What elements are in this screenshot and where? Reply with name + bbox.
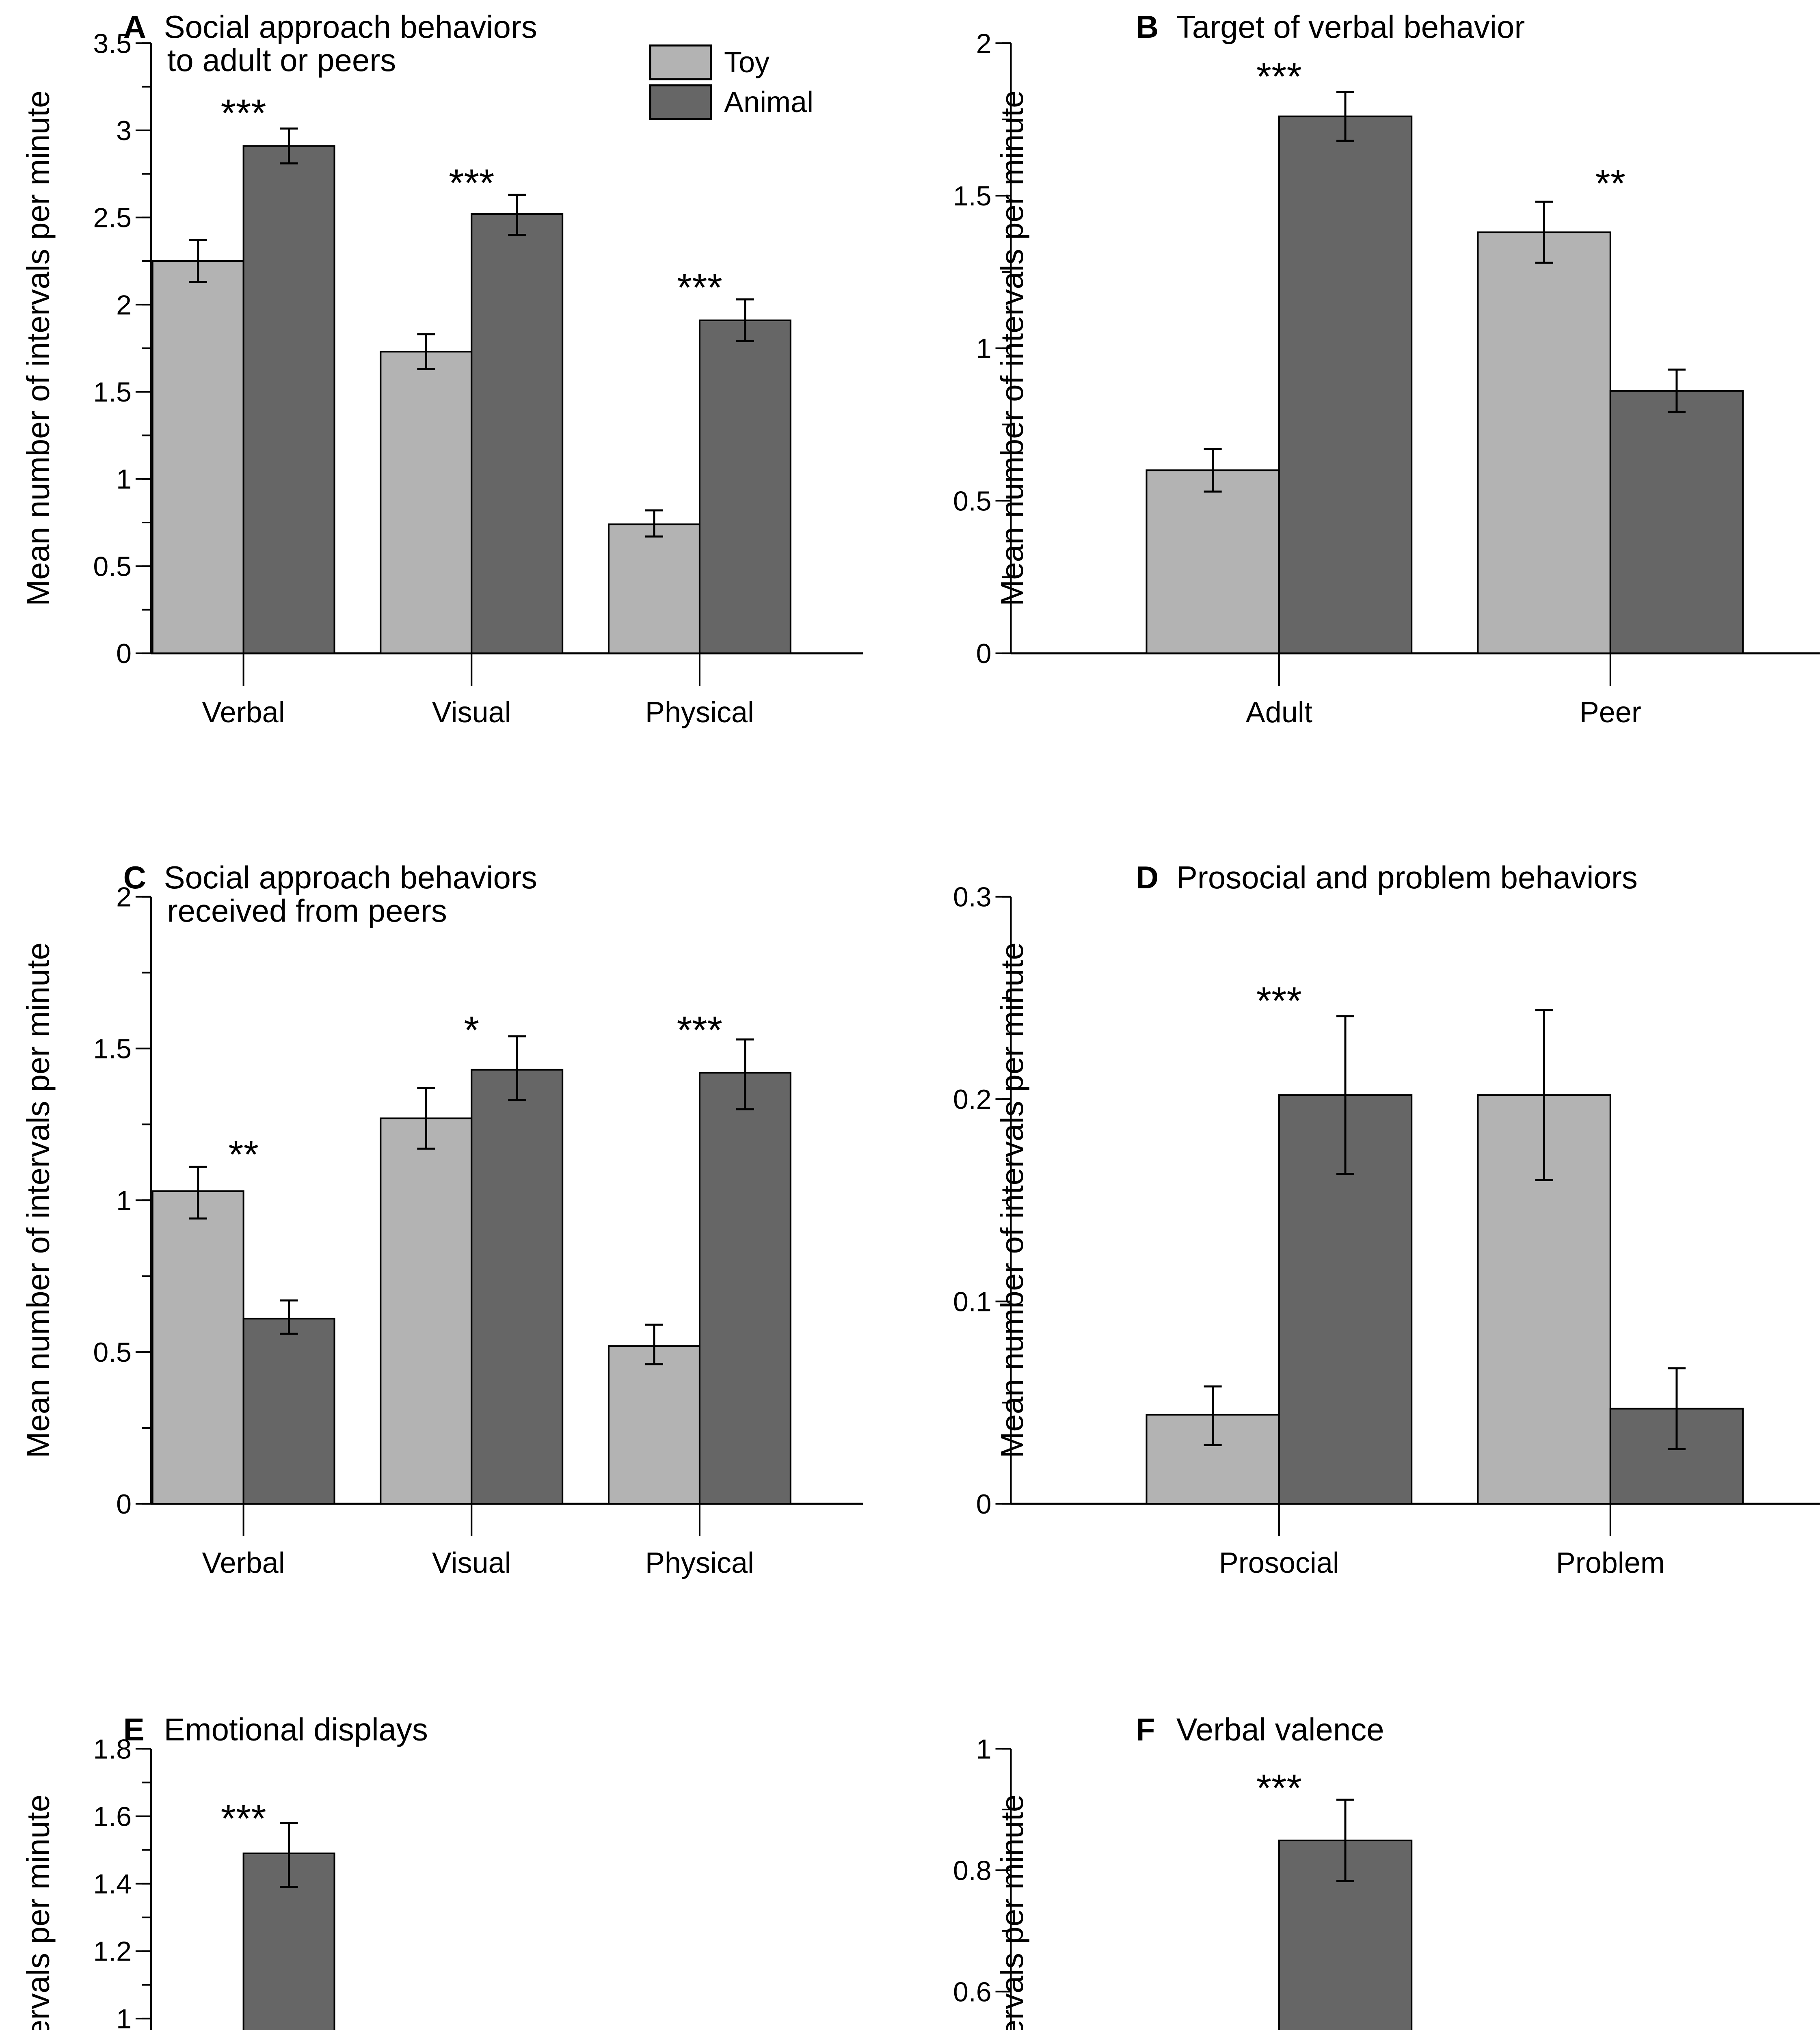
y-tick-label: 3	[116, 115, 132, 146]
x-tick-label: Visual	[432, 1547, 511, 1579]
bar-animal-verbal	[242, 145, 335, 654]
y-tick-label: 1	[116, 2004, 132, 2030]
y-tick-label: 1	[116, 464, 132, 495]
x-tick-label: Verbal	[202, 696, 285, 729]
panel-letter: B	[1136, 9, 1159, 45]
y-tick-label: 0	[976, 1489, 992, 1520]
significance-marker: ***	[221, 92, 266, 135]
panel-letter: D	[1136, 860, 1159, 895]
panel-title: Prosocial and problem behaviors	[1176, 860, 1638, 895]
x-tick-label: Physical	[645, 1547, 754, 1579]
y-axis-label: Mean number of intervals per minute	[994, 942, 1030, 1458]
panel-title: Social approach behaviors	[164, 9, 537, 45]
y-tick-label: 1.5	[93, 377, 132, 408]
y-tick-label: 0.5	[93, 1337, 132, 1368]
panel-f: 00.20.40.60.81Mean number of intervals p…	[953, 1712, 1413, 2030]
panel-a: 0 0.5 1 1.5 2 2.5 3 3.5 Mean number of intervals…	[20, 9, 863, 729]
y-axis-label: Mean number of intervals per minute	[994, 91, 1030, 606]
y-tick-label: 0.5	[953, 486, 992, 516]
x-tick-label: Peer	[1580, 696, 1641, 729]
y-tick-label: 1.2	[93, 1936, 132, 1967]
y-tick-label: 1.8	[93, 1734, 132, 1764]
bar-toy-adult	[1146, 469, 1280, 654]
bar-toy-verbal	[151, 260, 244, 654]
bar-animal-visual	[471, 213, 564, 654]
significance-marker: ***	[677, 1009, 722, 1052]
panel-letter: E	[123, 1712, 145, 1747]
significance-marker: *	[464, 1009, 479, 1052]
significance-marker: **	[1595, 162, 1625, 205]
y-axis-label: Mean number of intervals per minute	[994, 1795, 1030, 2030]
y-axis-label: Mean number of intervals per minute	[20, 91, 56, 606]
bar-toy-verbal	[151, 1190, 244, 1505]
y-tick-label: 0	[116, 638, 132, 669]
x-tick-label: Prosocial	[1219, 1547, 1339, 1579]
bar-animal-peer	[1609, 390, 1744, 654]
y-tick-label: 1	[116, 1185, 132, 1216]
y-tick-label: 1	[976, 333, 992, 364]
bar-toy-peer	[1477, 231, 1611, 654]
significance-marker: ***	[449, 161, 494, 205]
panel-letter: C	[123, 860, 146, 895]
bar-toy-visual	[380, 351, 473, 654]
panel-title: Verbal valence	[1176, 1712, 1384, 1747]
y-tick-label: 3.5	[93, 28, 132, 59]
y-tick-label: 0.6	[953, 1976, 992, 2007]
legend-swatch-animal	[649, 84, 712, 120]
y-tick-label: 2	[976, 28, 992, 59]
significance-marker: ***	[1256, 55, 1302, 98]
x-tick-label: Visual	[432, 696, 511, 729]
panel-title: Target of verbal behavior	[1176, 9, 1525, 45]
y-tick-label: 0.3	[953, 882, 992, 913]
panel-title: Emotional displays	[164, 1712, 428, 1747]
significance-marker: ***	[1256, 979, 1302, 1023]
panel-e: 00.20.40.60.811.21.41.61.8Mean number of…	[20, 1712, 428, 2030]
y-tick-label: 1.5	[953, 181, 992, 212]
bar-animal-physical	[698, 319, 791, 654]
legend-label-toy: Toy	[724, 46, 770, 79]
significance-marker: **	[228, 1133, 259, 1177]
y-tick-label: 1.4	[93, 1869, 132, 1900]
bar-animal-physical	[698, 1072, 791, 1505]
panel-c: 0 0.5 1 1.5 2 Mean number of intervals per mi…	[20, 860, 863, 1579]
y-tick-label: 0	[116, 1489, 132, 1520]
significance-marker: ***	[221, 1797, 266, 1840]
y-tick-label: 2.5	[93, 203, 132, 233]
y-tick-label: 0.5	[93, 551, 132, 582]
bar-toy-physical	[608, 523, 700, 654]
y-tick-label: 0.2	[953, 1084, 992, 1115]
panel-letter: F	[1136, 1712, 1155, 1747]
bar-animal-verbal	[242, 1317, 335, 1505]
x-tick-label: Problem	[1556, 1547, 1665, 1579]
panel-letter: A	[123, 9, 146, 45]
significance-marker: ***	[1256, 1767, 1302, 1810]
panel-b: 0 0.5 1 1.5 2 Mean number of intervals per mi…	[953, 9, 1820, 729]
bar-animal-visual	[471, 1069, 564, 1505]
y-tick-label: 1.5	[93, 1033, 132, 1064]
x-tick-label: Physical	[645, 696, 754, 729]
y-tick-label: 2	[116, 882, 132, 913]
x-tick-label: Verbal	[202, 1547, 285, 1579]
bar-animal-adult	[1278, 115, 1413, 654]
legend-label-animal: Animal	[724, 86, 813, 119]
panel-title: received from peers	[167, 893, 447, 929]
y-tick-label: 0.1	[953, 1287, 992, 1317]
bar-toy-physical	[608, 1345, 700, 1505]
x-tick-label: Adult	[1246, 696, 1312, 729]
y-tick-label: 0.8	[953, 1855, 992, 1886]
y-tick-label: 2	[116, 289, 132, 320]
y-tick-label: 1.6	[93, 1801, 132, 1832]
panel-title: Social approach behaviors	[164, 860, 537, 895]
y-tick-label: 0	[976, 638, 992, 669]
y-axis-label: Mean number of intervals per minute	[20, 942, 56, 1458]
significance-marker: ***	[677, 266, 722, 309]
legend-swatch-toy	[649, 44, 712, 80]
panel-title: to adult or peers	[167, 42, 396, 78]
bar-toy-visual	[380, 1117, 473, 1505]
y-axis-label: Mean number of intervals per minute	[20, 1795, 56, 2030]
y-tick-label: 1	[976, 1734, 992, 1764]
